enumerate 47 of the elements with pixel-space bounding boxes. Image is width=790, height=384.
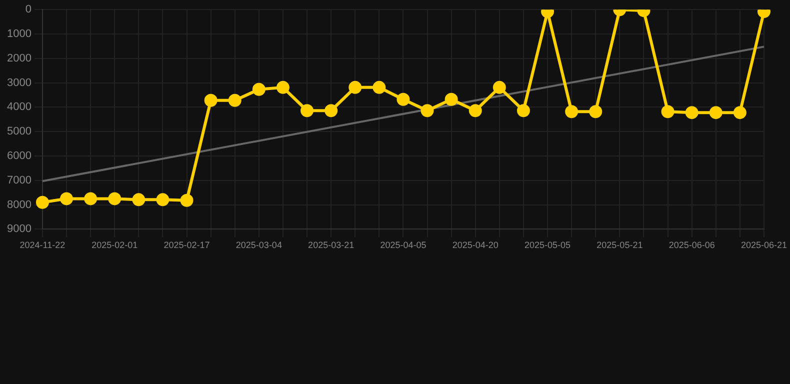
- point: [444, 92, 458, 106]
- point: [420, 104, 434, 118]
- point: [348, 80, 362, 94]
- point: [516, 104, 530, 118]
- point: [324, 104, 338, 118]
- y-tick-label: 7000: [6, 174, 32, 186]
- y-tick-label: 5000: [6, 126, 32, 138]
- y-tick-label: 4000: [6, 101, 32, 114]
- x-tick-label: 2025-04-05: [380, 240, 426, 250]
- point: [60, 192, 74, 206]
- point: [468, 104, 482, 118]
- point: [661, 105, 674, 118]
- x-tick-label: 2024-11-22: [20, 240, 66, 250]
- x-tick-label: 2025-03-21: [308, 240, 354, 250]
- x-tick-label: 2025-06-21: [740, 240, 788, 250]
- point: [733, 106, 746, 120]
- point: [132, 193, 146, 206]
- point: [252, 82, 266, 96]
- x-tick-label: 2025-06-06: [668, 240, 715, 250]
- point: [156, 193, 170, 206]
- x-tick-label: 2025-04-20: [452, 240, 498, 250]
- point: [685, 106, 698, 120]
- point: [204, 94, 218, 107]
- x-tick-label: 2025-05-21: [596, 240, 643, 250]
- point: [228, 94, 242, 107]
- y-tick-label: 6000: [6, 150, 32, 162]
- point: [492, 80, 506, 94]
- point: [565, 105, 578, 118]
- point: [372, 80, 386, 94]
- point: [396, 92, 410, 106]
- y-tick-label: 0: [25, 4, 32, 16]
- y-tick-label: 3000: [6, 76, 32, 89]
- x-tick-label: 2025-02-17: [164, 240, 210, 250]
- x-tick-label: 2025-02-01: [92, 240, 138, 250]
- point: [589, 105, 602, 118]
- point: [276, 80, 290, 94]
- x-tick-label: 2025-05-05: [524, 240, 571, 250]
- point: [300, 104, 314, 118]
- point: [84, 192, 98, 206]
- y-tick-label: 2000: [6, 52, 32, 64]
- point: [709, 106, 722, 120]
- y-tick-label: 9000: [6, 223, 32, 236]
- point: [108, 192, 122, 206]
- y-tick-label: 8000: [6, 198, 32, 211]
- x-tick-label: 2025-03-04: [236, 240, 282, 250]
- point: [180, 194, 194, 207]
- y-tick-label: 1000: [6, 28, 32, 40]
